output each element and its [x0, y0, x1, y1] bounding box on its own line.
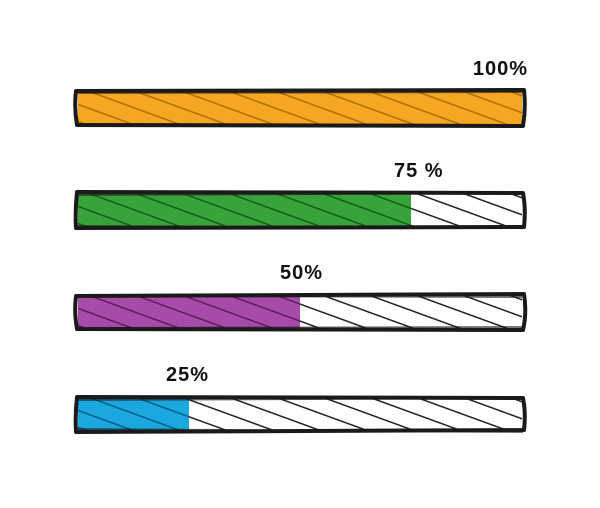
progress-label: 75 % [394, 160, 444, 183]
progress-label: 100% [473, 58, 528, 81]
progress-bar-svg [72, 290, 528, 334]
progress-bar-50: 50% [72, 290, 528, 334]
progress-bar-25: 25% [72, 392, 528, 436]
progress-bar-svg [72, 188, 528, 232]
progress-bar-75: 75 % [72, 188, 528, 232]
progress-label: 50% [280, 262, 323, 285]
progress-bar-100: 100% [72, 86, 528, 130]
progress-bar-svg [72, 392, 528, 436]
progress-bars-infographic: 100% 75 % [0, 0, 600, 508]
progress-label: 25% [166, 364, 209, 387]
progress-bar-svg [72, 86, 528, 130]
